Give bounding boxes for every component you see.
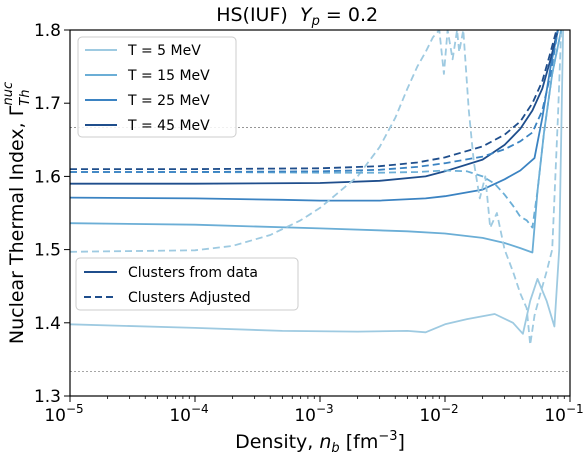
legend-style-label: Clusters Adjusted — [128, 290, 251, 306]
legend-temp-label: T = 15 MeV — [127, 68, 210, 84]
series-line — [70, 30, 563, 254]
legend-style-label: Clusters from data — [128, 265, 258, 281]
series-line — [70, 30, 563, 229]
y-tick-label: 1.7 — [34, 94, 61, 114]
x-tick-label: 10−4 — [169, 402, 208, 426]
legend-temperatures: T = 5 MeV T = 15 MeV T = 25 MeV T = 45 MeV — [77, 36, 237, 138]
y-tick-label: 1.4 — [34, 314, 61, 334]
x-axis-title: Density, nb [fm−3] — [235, 429, 405, 455]
series-line — [70, 30, 559, 173]
x-tick-label: 10−2 — [419, 402, 458, 426]
y-tick-label: 1.6 — [34, 167, 61, 187]
y-tick-label: 1.5 — [34, 241, 61, 261]
y-tick-label: 1.8 — [34, 21, 61, 41]
legend-styles: Clusters from data Clusters Adjusted — [75, 257, 299, 311]
series-line — [70, 30, 564, 335]
series-line — [70, 30, 559, 185]
legend-temp-label: T = 25 MeV — [127, 93, 210, 109]
series-line — [70, 30, 558, 170]
y-axis-title: Nuclear Thermal Index, ΓThnuc — [1, 82, 33, 344]
y-tick-label: 1.3 — [34, 387, 61, 407]
chart-title: HS(IUF) — [216, 4, 288, 26]
series-line — [70, 30, 559, 202]
x-tick-label: 10−3 — [294, 402, 333, 426]
legend-temp-label: T = 5 MeV — [127, 43, 201, 59]
chart-title-yp: Yp = 0.2 — [300, 4, 378, 29]
x-tick-label: 10−5 — [44, 402, 83, 426]
x-tick-label: 10−1 — [544, 402, 583, 426]
legend-temp-label: T = 45 MeV — [127, 118, 210, 134]
